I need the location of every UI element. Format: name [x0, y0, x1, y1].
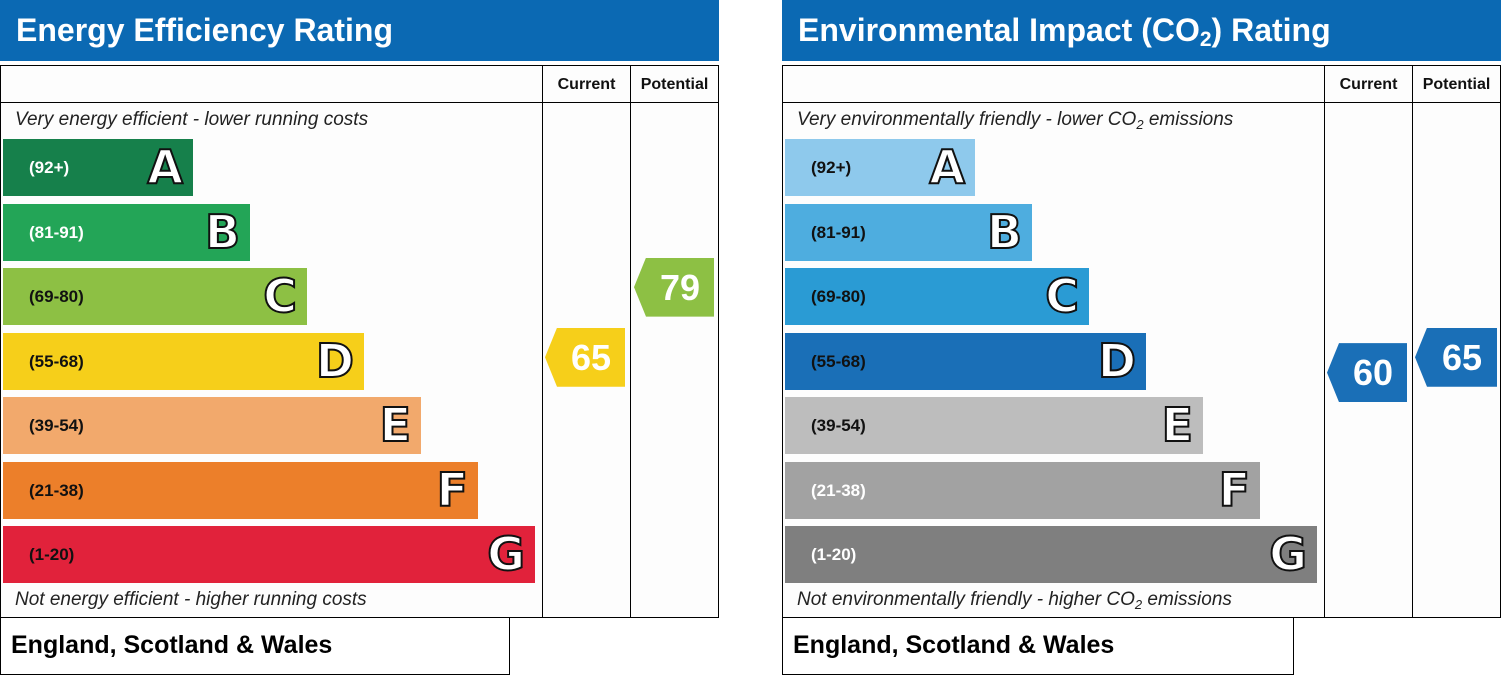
band-range-label: (92+): [29, 158, 70, 177]
environmental-impact-title: Environmental Impact (CO2) Rating: [782, 0, 1501, 61]
band-d: (55-68) D: [785, 332, 1146, 390]
band-f: (21-38) F: [785, 461, 1260, 519]
band-letter: A: [928, 140, 966, 194]
current-column-header: Current: [557, 76, 616, 93]
band-range-label: (92+): [811, 158, 852, 177]
band-letter: E: [1161, 398, 1194, 452]
band-letter: F: [436, 462, 469, 517]
band-range-label: (55-68): [29, 351, 84, 371]
band-letter: B: [204, 204, 241, 259]
footer-region: England, Scotland & Wales: [782, 618, 1294, 675]
environmental-rating-table: Current Potential Very environmentally f…: [782, 65, 1501, 618]
top-note-sub: 2: [1136, 117, 1144, 132]
bottom-note-main: Not environmentally friendly - higher CO: [797, 589, 1135, 610]
band-g: (1-20) G: [785, 526, 1317, 583]
band-letter: C: [262, 269, 298, 323]
energy-efficiency-title: Energy Efficiency Rating: [0, 0, 719, 61]
band-a: (92+) A: [3, 139, 193, 196]
band-e: (39-54) E: [785, 397, 1203, 454]
current-column-header: Current: [1339, 76, 1398, 93]
band-range-label: (69-80): [29, 287, 84, 306]
bottom-note-sub: 2: [1134, 597, 1143, 612]
footer-region: England, Scotland & Wales: [0, 618, 510, 675]
band-d: (55-68) D: [3, 332, 364, 390]
energy-rating-table: Current Potential Very energy efficient …: [0, 65, 719, 618]
band-c: (69-80) C: [785, 268, 1089, 325]
band-b: (81-91) B: [785, 203, 1032, 261]
potential-column-divider: [630, 66, 631, 617]
band-range-label: (1-20): [29, 545, 75, 564]
band-range-label: (39-54): [811, 416, 866, 435]
environmental-impact-title-sub: 2: [1199, 28, 1212, 51]
environmental-impact-title-main: Environmental Impact (CO: [798, 12, 1200, 48]
top-note-main: Very environmentally friendly - lower CO: [797, 109, 1137, 130]
band-f: (21-38) F: [3, 461, 478, 519]
current-column-divider: [542, 66, 543, 617]
band-e: (39-54) E: [3, 397, 421, 454]
band-letter: B: [986, 204, 1023, 259]
potential-rating-arrow: 79: [634, 257, 714, 317]
band-letter: G: [486, 527, 526, 581]
band-a: (92+) A: [785, 139, 975, 196]
potential-column-header: Potential: [1422, 76, 1491, 93]
potential-column-header: Potential: [640, 76, 709, 93]
band-b: (81-91) B: [3, 203, 250, 261]
environmental-impact-panel: Environmental Impact (CO2) Rating Curren…: [782, 0, 1501, 675]
current-rating-arrow: 60: [1327, 343, 1407, 403]
band-letter: G: [1268, 527, 1308, 581]
band-letter: A: [146, 140, 184, 194]
band-range-label: (55-68): [811, 351, 866, 371]
band-range-label: (21-38): [811, 480, 866, 500]
band-letter: D: [315, 333, 355, 388]
band-range-label: (69-80): [811, 287, 866, 306]
band-letter: E: [379, 398, 412, 452]
potential-rating-arrow: 65: [1415, 327, 1497, 387]
band-letter: F: [1218, 462, 1251, 517]
current-rating-arrow: 65: [545, 327, 625, 387]
band-c: (69-80) C: [3, 268, 307, 325]
band-range-label: (1-20): [811, 545, 857, 564]
energy-efficiency-panel: Energy Efficiency Rating Current Potenti…: [0, 0, 719, 675]
bottom-note: Not energy efficient - higher running co…: [15, 589, 367, 610]
top-note: Very environmentally friendly - lower CO…: [797, 109, 1233, 131]
footer-region-label: England, Scotland & Wales: [793, 631, 1115, 659]
top-note-end: emissions: [1143, 109, 1234, 130]
band-range-label: (81-91): [811, 222, 866, 242]
potential-column-divider: [1412, 66, 1413, 617]
header-divider: [783, 102, 1500, 103]
band-letter: D: [1097, 333, 1137, 388]
band-range-label: (21-38): [29, 480, 84, 500]
band-range-label: (39-54): [29, 416, 84, 435]
band-g: (1-20) G: [3, 526, 535, 583]
environmental-impact-title-end: ) Rating: [1211, 12, 1331, 48]
bottom-note-end: emissions: [1142, 589, 1232, 610]
bottom-note: Not environmentally friendly - higher CO…: [797, 589, 1232, 611]
footer-region-label: England, Scotland & Wales: [11, 631, 333, 659]
current-column-divider: [1324, 66, 1325, 617]
top-note: Very energy efficient - lower running co…: [15, 109, 369, 130]
header-divider: [1, 102, 718, 103]
band-range-label: (81-91): [29, 222, 84, 242]
band-letter: C: [1044, 269, 1080, 323]
